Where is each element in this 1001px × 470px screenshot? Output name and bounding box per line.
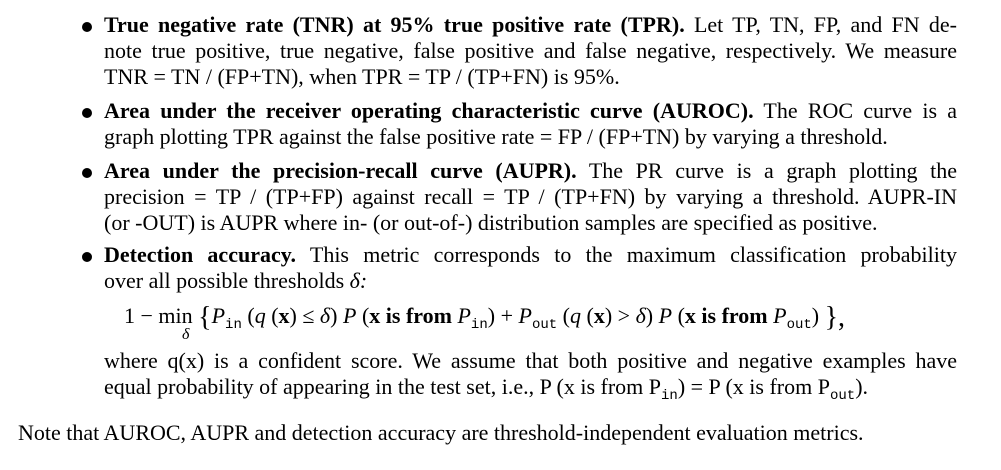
detacc-after-2b: in (661, 388, 678, 404)
detacc-after-2d: out (829, 388, 856, 404)
aupr-title: Area under the precision-recall curve (A… (104, 158, 577, 183)
formula-P5: P (658, 303, 673, 328)
tnr-line-1: True negative rate (TNR) at 95% true pos… (104, 12, 957, 38)
auroc-line-1: Area under the receiver operating charac… (104, 98, 957, 124)
detacc-after-2: equal probability of appearing in the te… (104, 374, 868, 404)
detacc-after-1: where q(x) is a confident score. We assu… (104, 348, 957, 373)
formula-P2: P (342, 303, 357, 328)
bullet-icon (82, 108, 92, 118)
formula-x3: x (593, 303, 605, 328)
formula-lead: 1 − min (124, 303, 193, 328)
formula-delta: δ (319, 303, 331, 328)
formula-P4: P (518, 303, 532, 328)
formula-P6: P (773, 303, 787, 328)
formula-in: in (225, 317, 242, 333)
formula-open-brace: { (198, 302, 212, 333)
detacc-line-1: Detection accuracy. This metric correspo… (104, 242, 957, 268)
formula-gt: > (617, 303, 631, 328)
formula-le: ≤ (302, 303, 315, 328)
formula-P3: P (457, 303, 471, 328)
formula-plus: + (500, 303, 513, 328)
detacc-after-2e: ). (855, 374, 869, 399)
detacc-text-1: This metric corresponds to the maximum c… (309, 242, 958, 267)
detacc-text-2: over all possible thresholds (104, 268, 345, 293)
formula-x4: x (684, 303, 696, 328)
detection-accuracy-formula: 1 − min δ {Pin (q (x) ≤ δ) P (x is from … (124, 302, 846, 343)
formula-from2: is from (701, 303, 768, 328)
closing-note: Note that AUROC, AUPR and detection accu… (18, 420, 864, 445)
formula-delta2: δ (635, 303, 646, 328)
detacc-after-2c: ) = P (x is from P (677, 374, 830, 399)
formula-x2: x (369, 303, 381, 328)
bullet-icon (82, 22, 92, 32)
tnr-title: True negative rate (TNR) at 95% true pos… (104, 12, 685, 37)
aupr-line-1: Area under the precision-recall curve (A… (104, 158, 957, 184)
auroc-text-1: The ROC curve is a (763, 98, 957, 123)
formula-in2: in (470, 317, 488, 333)
aupr-line-2: precision = TP / (TP+FP) against recall … (104, 184, 957, 209)
aupr-line-3: (or -OUT) is AUPR where in- (or out-of-)… (104, 210, 878, 235)
auroc-title: Area under the receiver operating charac… (104, 98, 754, 123)
auroc-line-2: graph plotting TPR against the false pos… (104, 124, 888, 149)
tnr-line-3: TNR = TN / (FP+TN), when TPR = TP / (TP+… (104, 64, 620, 89)
formula-from: is from (385, 303, 452, 328)
detacc-line-2: over all possible thresholds δ: (104, 268, 367, 294)
formula-x: x (278, 303, 290, 328)
formula-close-brace: }, (824, 302, 846, 333)
bullet-icon (82, 168, 92, 178)
bullet-icon (82, 252, 92, 262)
detacc-after-2a: equal probability of appearing in the te… (104, 374, 662, 399)
detacc-title: Detection accuracy. (104, 242, 297, 267)
tnr-text-1: Let TP, TN, FP, and FN de- (693, 12, 958, 37)
formula-P: P (211, 303, 226, 328)
formula-out2: out (786, 317, 812, 333)
tnr-line-2: note true positive, true negative, false… (104, 38, 957, 63)
formula-q: q (254, 303, 266, 328)
formula-q2: q (569, 303, 581, 328)
formula-out: out (531, 317, 558, 333)
formula-min-sub: δ (182, 326, 190, 343)
aupr-text-1: The PR curve is a graph plotting the (588, 158, 957, 183)
detacc-text-3: δ: (349, 268, 368, 293)
